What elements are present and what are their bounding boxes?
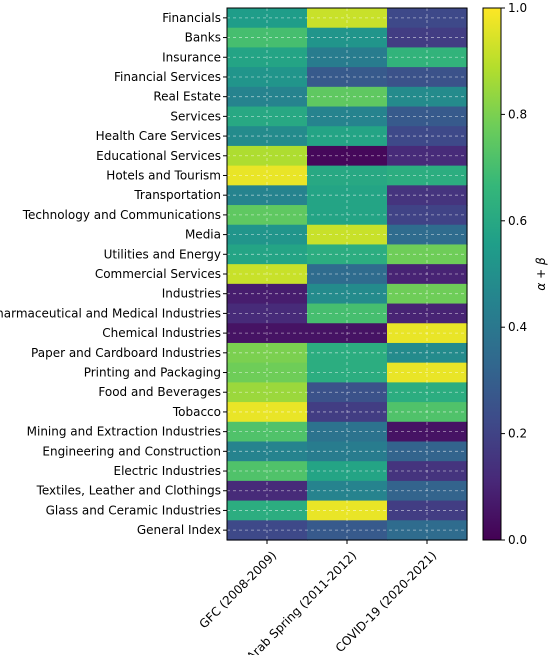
y-tick-label: Engineering and Construction: [42, 444, 221, 458]
y-tick-label: Food and Beverages: [98, 385, 221, 399]
heatmap-cell: [227, 8, 308, 29]
heatmap-cell: [227, 145, 308, 167]
y-tick-label: Tobacco: [172, 405, 221, 419]
colorbar-tick-label: 0.8: [508, 107, 527, 121]
colorbar-tick-label: 1.0: [508, 1, 527, 15]
x-tick-label: GFC (2008-2009): [196, 548, 279, 631]
y-tick-label: Financials: [162, 11, 221, 25]
heatmap-cell: [227, 362, 308, 383]
heatmap-cell: [227, 205, 308, 226]
y-tick-label: Insurance: [162, 50, 221, 64]
y-tick-label: Utilities and Energy: [104, 247, 221, 261]
heatmap-cell: [227, 480, 308, 502]
y-tick-label: Commercial Services: [95, 267, 221, 281]
y-tick-label: Educational Services: [96, 149, 221, 163]
heatmap-grid: [227, 8, 467, 540]
heatmap-cell: [227, 224, 308, 246]
colorbar-ticks: 0.0 0.2 0.4 0.6 0.8 1.0: [501, 1, 527, 547]
heatmap-cell: [227, 500, 308, 521]
y-tick-label: General Index: [137, 523, 221, 537]
heatmap-cell: [227, 27, 308, 49]
colorbar-tick-label: 0.0: [508, 533, 527, 547]
y-tick-label: Banks: [185, 31, 221, 45]
y-tick-label: Mining and Extraction Industries: [27, 425, 221, 439]
heatmap-cell: [227, 67, 308, 88]
heatmap-cell: [227, 421, 308, 443]
y-tick-label: Pharmaceutical and Medical Industries: [0, 306, 221, 320]
heatmap-cell: [227, 303, 308, 324]
y-tick-label: Technology and Communications: [22, 208, 221, 222]
colorbar-tick-label: 0.2: [508, 427, 527, 441]
y-tick-label: Services: [170, 109, 221, 123]
y-tick-label: Printing and Packaging: [84, 366, 221, 380]
y-tick-label: Textiles, Leather and Clothings: [36, 484, 221, 498]
colorbar-tick-label: 0.6: [508, 214, 527, 228]
y-tick-label: Transportation: [133, 188, 221, 202]
y-tick-label: Paper and Cardboard Industries: [31, 346, 221, 360]
y-tick-label: Media: [185, 228, 221, 242]
colorbar-gradient: [482, 7, 502, 541]
colorbar-tick-label: 0.4: [508, 320, 527, 334]
colorbar: 0.0 0.2 0.4 0.6 0.8 1.0 α + β: [482, 1, 548, 547]
heatmap-cell: [227, 441, 308, 462]
y-tick-label: Health Care Services: [96, 129, 221, 143]
heatmap-cell: [227, 165, 308, 186]
heatmap-cell: [227, 283, 308, 305]
y-tick-label: Hotels and Tourism: [106, 168, 221, 182]
y-tick-label: Financial Services: [114, 70, 221, 84]
colorbar-label: α + β: [534, 257, 548, 291]
y-tick-label: Industries: [162, 287, 221, 301]
heatmap-cell: [227, 86, 308, 108]
y-axis: Financials Banks Insurance Financial Servic…: [0, 11, 227, 537]
heatmap-cell: [227, 342, 308, 364]
y-tick-label: Chemical Industries: [102, 326, 221, 340]
y-tick-label: Electric Industries: [113, 464, 221, 478]
x-axis: GFC (2008-2009)Arab Spring (2011-2012)CO…: [196, 540, 439, 655]
y-tick-label: Glass and Ceramic Industries: [46, 503, 221, 517]
y-tick-label: Real Estate: [153, 90, 221, 104]
